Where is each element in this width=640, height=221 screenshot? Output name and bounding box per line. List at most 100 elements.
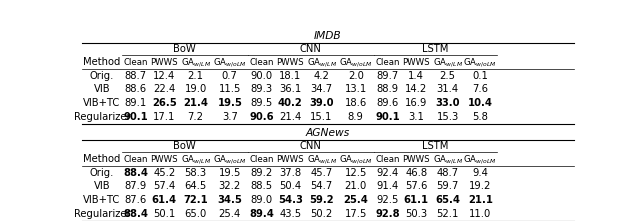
- Text: 72.1: 72.1: [183, 195, 208, 205]
- Text: VIB: VIB: [93, 84, 110, 95]
- Text: 87.9: 87.9: [124, 181, 147, 191]
- Text: Orig.: Orig.: [90, 168, 114, 178]
- Text: LSTM: LSTM: [422, 141, 449, 151]
- Text: 18.1: 18.1: [279, 71, 301, 81]
- Text: 19.5: 19.5: [219, 168, 241, 178]
- Text: GA$_{w/o LM}$: GA$_{w/o LM}$: [463, 153, 497, 166]
- Text: 19.0: 19.0: [184, 84, 207, 95]
- Text: GA$_{w/o LM}$: GA$_{w/o LM}$: [339, 153, 372, 166]
- Text: 37.8: 37.8: [279, 168, 301, 178]
- Text: Clean: Clean: [250, 155, 274, 164]
- Text: PWWS: PWWS: [403, 58, 430, 67]
- Text: 88.5: 88.5: [250, 181, 273, 191]
- Text: 89.1: 89.1: [124, 98, 147, 108]
- Text: Clean: Clean: [250, 58, 274, 67]
- Text: 88.7: 88.7: [125, 71, 147, 81]
- Text: 89.6: 89.6: [376, 98, 399, 108]
- Text: 17.5: 17.5: [344, 209, 367, 219]
- Text: 89.0: 89.0: [250, 195, 273, 205]
- Text: 50.2: 50.2: [310, 209, 333, 219]
- Text: 89.4: 89.4: [249, 209, 274, 219]
- Text: 65.0: 65.0: [184, 209, 207, 219]
- Text: 89.5: 89.5: [250, 98, 273, 108]
- Text: 0.1: 0.1: [472, 71, 488, 81]
- Text: 2.1: 2.1: [188, 71, 204, 81]
- Text: 17.1: 17.1: [153, 112, 175, 122]
- Text: GA$_{w/o LM}$: GA$_{w/o LM}$: [213, 56, 246, 69]
- Text: Method: Method: [83, 154, 120, 164]
- Text: VIB: VIB: [93, 181, 110, 191]
- Text: PWWS: PWWS: [403, 155, 430, 164]
- Text: Regularizer: Regularizer: [74, 112, 130, 122]
- Text: GA$_{w/LM}$: GA$_{w/LM}$: [307, 56, 337, 69]
- Text: 1.4: 1.4: [408, 71, 424, 81]
- Text: 89.7: 89.7: [376, 71, 399, 81]
- Text: 25.4: 25.4: [219, 209, 241, 219]
- Text: 31.4: 31.4: [436, 84, 459, 95]
- Text: 2.0: 2.0: [348, 71, 364, 81]
- Text: 58.3: 58.3: [184, 168, 207, 178]
- Text: 3.1: 3.1: [408, 112, 424, 122]
- Text: Clean: Clean: [124, 155, 148, 164]
- Text: GA$_{w/LM}$: GA$_{w/LM}$: [180, 153, 211, 166]
- Text: 11.5: 11.5: [219, 84, 241, 95]
- Text: 89.3: 89.3: [250, 84, 273, 95]
- Text: 33.0: 33.0: [435, 98, 460, 108]
- Text: 26.5: 26.5: [152, 98, 177, 108]
- Text: 90.6: 90.6: [249, 112, 274, 122]
- Text: 22.4: 22.4: [153, 84, 175, 95]
- Text: 25.4: 25.4: [343, 195, 368, 205]
- Text: VIB+TC: VIB+TC: [83, 195, 120, 205]
- Text: 88.4: 88.4: [123, 168, 148, 178]
- Text: 65.4: 65.4: [435, 195, 460, 205]
- Text: 7.6: 7.6: [472, 84, 488, 95]
- Text: PWWS: PWWS: [276, 155, 304, 164]
- Text: 88.4: 88.4: [123, 209, 148, 219]
- Text: 21.1: 21.1: [468, 195, 493, 205]
- Text: 21.4: 21.4: [183, 98, 208, 108]
- Text: 4.2: 4.2: [314, 71, 330, 81]
- Text: 90.0: 90.0: [250, 71, 273, 81]
- Text: 91.4: 91.4: [376, 181, 399, 191]
- Text: 45.7: 45.7: [310, 168, 333, 178]
- Text: 3.7: 3.7: [222, 112, 237, 122]
- Text: 34.5: 34.5: [218, 195, 242, 205]
- Text: 54.3: 54.3: [278, 195, 303, 205]
- Text: 43.5: 43.5: [279, 209, 301, 219]
- Text: 32.2: 32.2: [219, 181, 241, 191]
- Text: CNN: CNN: [300, 44, 321, 54]
- Text: 34.7: 34.7: [310, 84, 333, 95]
- Text: GA$_{w/LM}$: GA$_{w/LM}$: [433, 56, 463, 69]
- Text: 16.9: 16.9: [405, 98, 428, 108]
- Text: 19.5: 19.5: [218, 98, 242, 108]
- Text: 64.5: 64.5: [184, 181, 207, 191]
- Text: 15.1: 15.1: [310, 112, 333, 122]
- Text: 54.7: 54.7: [310, 181, 333, 191]
- Text: 57.6: 57.6: [405, 181, 428, 191]
- Text: GA$_{w/o LM}$: GA$_{w/o LM}$: [339, 56, 372, 69]
- Text: 46.8: 46.8: [405, 168, 428, 178]
- Text: BoW: BoW: [173, 141, 196, 151]
- Text: 88.6: 88.6: [125, 84, 147, 95]
- Text: 36.1: 36.1: [279, 84, 301, 95]
- Text: 39.0: 39.0: [309, 98, 334, 108]
- Text: 19.2: 19.2: [469, 181, 492, 191]
- Text: 52.1: 52.1: [436, 209, 459, 219]
- Text: 18.6: 18.6: [345, 98, 367, 108]
- Text: PWWS: PWWS: [150, 58, 178, 67]
- Text: 21.0: 21.0: [345, 181, 367, 191]
- Text: 45.2: 45.2: [153, 168, 175, 178]
- Text: 11.0: 11.0: [469, 209, 492, 219]
- Text: 57.4: 57.4: [153, 181, 175, 191]
- Text: 12.5: 12.5: [344, 168, 367, 178]
- Text: 92.5: 92.5: [376, 195, 399, 205]
- Text: GA$_{w/LM}$: GA$_{w/LM}$: [307, 153, 337, 166]
- Text: 59.2: 59.2: [309, 195, 334, 205]
- Text: 8.9: 8.9: [348, 112, 364, 122]
- Text: 21.4: 21.4: [279, 112, 301, 122]
- Text: LSTM: LSTM: [422, 44, 449, 54]
- Text: PWWS: PWWS: [276, 58, 304, 67]
- Text: GA$_{w/o LM}$: GA$_{w/o LM}$: [463, 56, 497, 69]
- Text: Clean: Clean: [375, 155, 400, 164]
- Text: 0.7: 0.7: [222, 71, 237, 81]
